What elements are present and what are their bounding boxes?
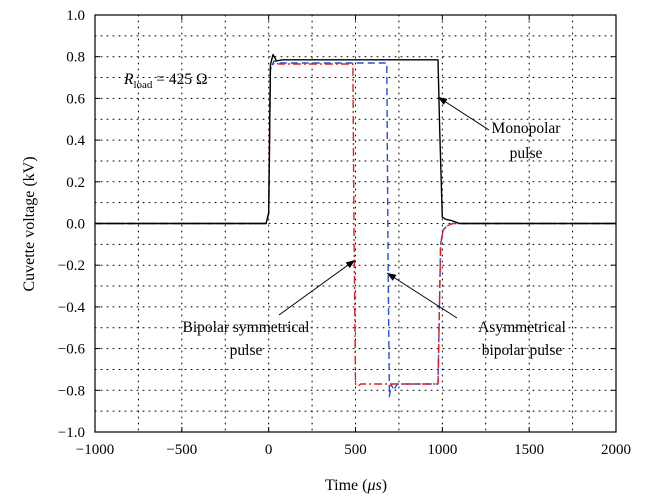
y-axis-label: Cuvette voltage (kV) xyxy=(21,156,38,291)
y-tick-label: −0.2 xyxy=(58,258,85,274)
arrow-asymmetrical xyxy=(386,272,458,319)
y-tick-label: 1.0 xyxy=(66,8,85,24)
arrow-monopolar xyxy=(437,96,490,131)
arrow-monopolar-head xyxy=(438,97,448,105)
y-tick-label: −0.8 xyxy=(58,383,85,399)
x-tick-label: 1500 xyxy=(514,442,544,458)
x-tick-labels: −1000 −500 0 500 1000 1500 2000 xyxy=(76,442,631,458)
arrow-asymmetrical-head xyxy=(387,273,397,281)
y-tick-label: 0.4 xyxy=(66,133,85,149)
series-group xyxy=(95,53,616,398)
annotation-bipolar-symmetrical-line1: Bipolar symmetrical xyxy=(183,319,310,336)
x-tick-label: 2000 xyxy=(601,442,631,458)
rload-label: Rload = 425 Ω xyxy=(123,71,208,91)
arrow-bipolar-symmetrical-head xyxy=(345,260,355,269)
y-tick-label: 0.2 xyxy=(66,175,85,191)
x-tick-label: −1000 xyxy=(76,442,114,458)
y-tick-labels: −1.0 −0.8 −0.6 −0.4 −0.2 0.0 0.2 0.4 0.6 0.8 1.0 xyxy=(58,8,86,441)
annotation-bipolar-symmetrical-line2: pulse xyxy=(230,342,263,359)
arrow-bipolar-symmetrical xyxy=(278,259,356,316)
x-axis-label: Time (μs) xyxy=(325,477,387,494)
annotation-asymmetrical-line2: bipolar pulse xyxy=(482,342,563,359)
x-tick-label: 500 xyxy=(344,442,367,458)
x-tick-label: 0 xyxy=(265,442,273,458)
annotation-asymmetrical-line1: Asymmetrical xyxy=(478,319,566,336)
series-line-1 xyxy=(95,60,616,398)
y-tick-label: −0.4 xyxy=(58,300,86,316)
ticks xyxy=(94,14,617,433)
annotation-monopolar-line2: pulse xyxy=(510,145,543,162)
x-tick-label: 1000 xyxy=(427,442,457,458)
y-tick-label: −1.0 xyxy=(58,425,85,441)
annotation-arrows xyxy=(278,96,490,319)
x-tick-label: −500 xyxy=(166,442,197,458)
y-tick-label: 0.0 xyxy=(66,217,85,233)
annotation-monopolar-line1: Monopolar xyxy=(492,120,562,137)
y-tick-label: 0.6 xyxy=(66,91,85,107)
y-tick-label: 0.8 xyxy=(66,50,85,66)
series-line-0 xyxy=(95,53,616,225)
y-tick-label: −0.6 xyxy=(58,342,86,358)
